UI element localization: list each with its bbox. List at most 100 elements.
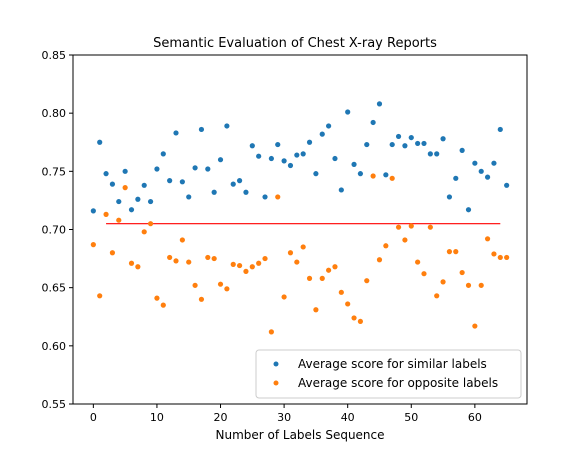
legend-box [255, 349, 522, 399]
point-similar [160, 151, 166, 157]
point-similar [440, 136, 446, 142]
point-similar [205, 166, 211, 172]
point-similar [395, 133, 402, 140]
point-opposite [128, 260, 135, 266]
point-similar [243, 189, 249, 195]
point-similar [236, 178, 243, 184]
point-opposite [275, 194, 281, 200]
point-similar [389, 141, 395, 148]
point-similar [383, 172, 389, 178]
y-axis: 0.55 0.60 0.65 0.70 0.75 0.80 0.85 [42, 49, 73, 411]
y-tick-label: 0.85 [42, 49, 67, 62]
point-opposite [262, 255, 268, 262]
point-opposite [434, 293, 440, 299]
point-similar [97, 139, 103, 145]
point-opposite [446, 249, 453, 255]
point-opposite [313, 307, 319, 313]
point-opposite [268, 329, 274, 335]
point-opposite [351, 315, 357, 321]
x-tick-label: 30 [277, 411, 291, 424]
point-opposite [484, 236, 491, 242]
point-opposite [306, 275, 313, 281]
x-tick-label: 20 [214, 411, 228, 424]
point-similar [408, 134, 414, 141]
point-similar [300, 151, 306, 157]
point-similar [109, 181, 116, 187]
point-opposite [319, 275, 325, 281]
point-similar [141, 182, 147, 188]
point-opposite [154, 295, 160, 301]
point-opposite [465, 282, 472, 288]
point-similar [179, 179, 185, 185]
point-opposite [427, 224, 433, 230]
legend-marker-similar [273, 361, 279, 367]
point-similar [504, 182, 510, 188]
point-similar [465, 207, 472, 213]
y-tick-label: 0.80 [42, 107, 67, 120]
point-similar [364, 141, 370, 148]
point-similar [135, 196, 141, 202]
point-similar [281, 158, 287, 164]
x-tick-label: 0 [90, 411, 97, 424]
point-opposite [287, 250, 294, 256]
x-axis-label: Number of Labels Sequence [215, 428, 384, 442]
point-opposite [211, 255, 217, 262]
point-opposite [243, 268, 249, 274]
point-opposite [389, 175, 395, 181]
point-similar [326, 123, 332, 129]
point-similar [306, 139, 313, 145]
point-similar [167, 178, 173, 184]
point-similar [275, 141, 281, 148]
point-opposite [198, 296, 205, 302]
point-opposite [383, 243, 389, 249]
point-opposite [415, 259, 421, 265]
point-similar [90, 208, 96, 214]
point-opposite [173, 258, 179, 264]
point-similar [319, 131, 325, 137]
point-opposite [459, 269, 465, 276]
point-similar [415, 140, 421, 147]
point-opposite [472, 323, 478, 329]
point-similar [491, 160, 497, 166]
point-opposite [230, 261, 236, 267]
point-opposite [395, 224, 402, 230]
point-similar [198, 126, 205, 133]
point-opposite [300, 244, 306, 250]
point-opposite [357, 318, 364, 325]
y-tick-label: 0.65 [42, 282, 67, 295]
point-similar [313, 171, 319, 177]
point-similar [478, 168, 484, 174]
point-similar [434, 151, 440, 157]
point-similar [472, 160, 478, 166]
point-opposite [249, 264, 255, 270]
point-similar [446, 194, 453, 200]
point-similar [402, 143, 408, 149]
y-tick-label: 0.60 [42, 340, 67, 353]
point-similar [116, 198, 122, 205]
point-opposite [135, 264, 141, 270]
point-opposite [491, 251, 497, 257]
point-opposite [109, 250, 116, 256]
series-similar [90, 101, 510, 214]
point-similar [453, 175, 459, 181]
point-similar [122, 168, 128, 174]
point-opposite [192, 282, 198, 288]
point-opposite [147, 221, 154, 227]
y-tick-label: 0.75 [42, 165, 67, 178]
point-opposite [179, 237, 185, 243]
point-opposite [224, 286, 230, 292]
point-opposite [364, 278, 370, 284]
point-opposite [497, 254, 503, 261]
legend-label-opposite: Average score for opposite labels [298, 376, 498, 390]
point-similar [287, 162, 294, 169]
point-similar [332, 155, 338, 162]
point-similar [147, 198, 154, 205]
point-similar [294, 152, 300, 158]
point-similar [230, 181, 236, 187]
point-opposite [97, 293, 103, 299]
point-opposite [167, 254, 173, 261]
point-opposite [326, 267, 332, 273]
point-similar [421, 140, 427, 147]
point-similar [103, 171, 109, 177]
point-similar [224, 123, 230, 129]
